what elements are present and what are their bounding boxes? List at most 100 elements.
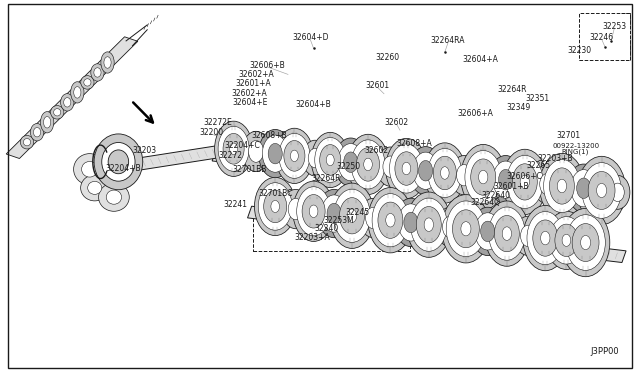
Text: 32701BC: 32701BC — [258, 189, 292, 198]
Text: 32602+A: 32602+A — [238, 70, 274, 79]
Ellipse shape — [499, 169, 513, 190]
Ellipse shape — [523, 205, 568, 271]
Ellipse shape — [577, 178, 591, 198]
Text: 32608+A: 32608+A — [397, 139, 433, 148]
Ellipse shape — [333, 189, 371, 243]
Ellipse shape — [390, 144, 423, 193]
Ellipse shape — [275, 128, 314, 183]
Ellipse shape — [446, 201, 486, 257]
Ellipse shape — [64, 97, 71, 107]
Ellipse shape — [262, 135, 288, 172]
Text: 32230: 32230 — [567, 46, 591, 55]
Ellipse shape — [99, 167, 122, 190]
Text: 32264R: 32264R — [312, 174, 341, 183]
Polygon shape — [6, 37, 138, 158]
Ellipse shape — [452, 210, 479, 248]
Ellipse shape — [94, 134, 143, 190]
Text: 32606+C: 32606+C — [507, 172, 543, 181]
Ellipse shape — [502, 149, 547, 215]
Ellipse shape — [424, 218, 433, 231]
Ellipse shape — [506, 155, 543, 208]
Ellipse shape — [410, 198, 447, 251]
Ellipse shape — [386, 214, 395, 227]
Ellipse shape — [461, 222, 471, 236]
Text: 00922-13200: 00922-13200 — [552, 143, 600, 149]
Ellipse shape — [376, 147, 404, 186]
Ellipse shape — [259, 129, 292, 178]
Ellipse shape — [255, 177, 296, 235]
Ellipse shape — [557, 179, 566, 193]
Ellipse shape — [365, 207, 381, 229]
Text: 32264R: 32264R — [497, 85, 527, 94]
Ellipse shape — [555, 224, 578, 257]
Ellipse shape — [433, 156, 456, 190]
Text: 32601: 32601 — [365, 81, 390, 90]
Ellipse shape — [308, 148, 321, 168]
Ellipse shape — [104, 57, 111, 68]
Ellipse shape — [91, 64, 104, 81]
Ellipse shape — [471, 207, 504, 256]
Ellipse shape — [546, 211, 587, 269]
Ellipse shape — [230, 143, 237, 154]
Text: 32200: 32200 — [199, 128, 223, 137]
Ellipse shape — [311, 132, 349, 187]
Ellipse shape — [561, 208, 610, 277]
Ellipse shape — [540, 153, 584, 219]
Text: 32701: 32701 — [556, 131, 580, 140]
Ellipse shape — [386, 138, 427, 199]
Ellipse shape — [402, 162, 411, 175]
Ellipse shape — [317, 189, 351, 238]
Ellipse shape — [302, 195, 325, 228]
Ellipse shape — [330, 183, 374, 248]
Ellipse shape — [102, 142, 135, 181]
Ellipse shape — [424, 143, 465, 203]
Ellipse shape — [580, 235, 591, 250]
Ellipse shape — [320, 145, 341, 175]
Ellipse shape — [582, 163, 621, 218]
Ellipse shape — [461, 144, 506, 210]
Ellipse shape — [61, 94, 74, 111]
Ellipse shape — [248, 141, 264, 162]
Ellipse shape — [359, 198, 387, 238]
Text: 32246: 32246 — [589, 33, 614, 42]
Ellipse shape — [268, 144, 282, 164]
Ellipse shape — [488, 207, 525, 260]
Ellipse shape — [282, 189, 310, 229]
Ellipse shape — [541, 231, 550, 245]
Polygon shape — [212, 148, 627, 209]
Ellipse shape — [309, 205, 318, 218]
Text: 32604+D: 32604+D — [292, 33, 329, 42]
Text: 32204+B: 32204+B — [105, 164, 141, 173]
Text: 32604+B: 32604+B — [296, 100, 332, 109]
Text: 32264RA: 32264RA — [431, 36, 465, 45]
Text: 32602+A: 32602+A — [232, 89, 268, 97]
Ellipse shape — [74, 87, 81, 98]
Ellipse shape — [81, 76, 94, 89]
Text: 32601+A: 32601+A — [235, 79, 271, 88]
Text: 32203+B: 32203+B — [538, 154, 573, 163]
Ellipse shape — [398, 204, 424, 241]
Text: 32606+A: 32606+A — [457, 109, 493, 118]
Ellipse shape — [413, 152, 438, 189]
Ellipse shape — [494, 215, 520, 252]
Ellipse shape — [356, 148, 380, 181]
Ellipse shape — [456, 164, 472, 186]
Text: 322640: 322640 — [481, 191, 511, 200]
Text: 32606+B: 32606+B — [250, 61, 285, 70]
Ellipse shape — [54, 109, 61, 116]
Ellipse shape — [303, 140, 327, 176]
Ellipse shape — [450, 155, 478, 195]
Ellipse shape — [404, 212, 418, 233]
Ellipse shape — [540, 173, 555, 195]
Ellipse shape — [479, 170, 488, 184]
Ellipse shape — [101, 52, 114, 73]
Ellipse shape — [334, 138, 367, 186]
Ellipse shape — [520, 175, 529, 189]
Text: 32349: 32349 — [506, 103, 531, 112]
Text: 32602: 32602 — [385, 118, 409, 127]
Ellipse shape — [372, 193, 409, 247]
Ellipse shape — [106, 190, 122, 204]
Ellipse shape — [70, 82, 84, 103]
Ellipse shape — [543, 159, 580, 213]
Text: 32601+B: 32601+B — [493, 182, 529, 191]
